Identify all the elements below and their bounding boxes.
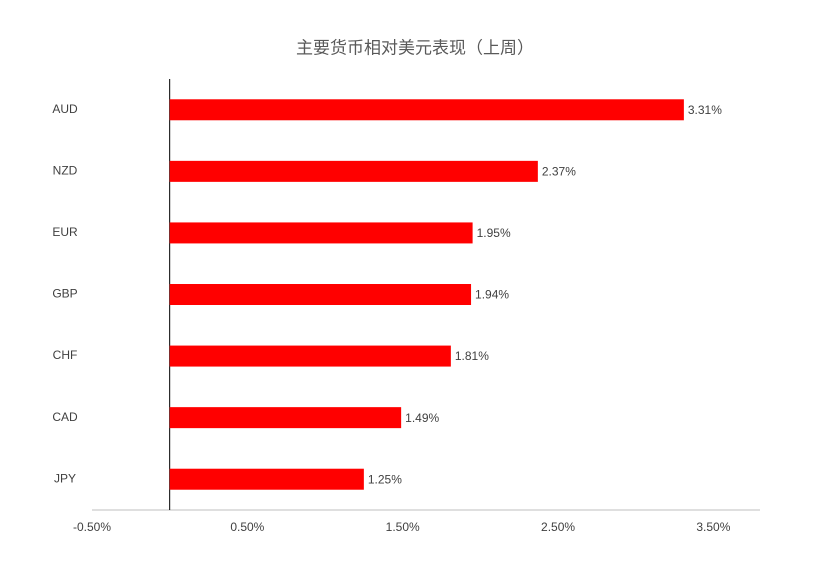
y-tick-label: JPY xyxy=(54,471,76,485)
value-label: 1.49% xyxy=(405,411,439,425)
y-tick-label: GBP xyxy=(52,287,77,301)
x-tick-label: 0.50% xyxy=(230,520,264,534)
x-tick-label: 1.50% xyxy=(386,520,420,534)
bar xyxy=(169,222,473,244)
y-tick-label: NZD xyxy=(53,164,78,178)
x-tick-label: -0.50% xyxy=(73,520,111,534)
y-tick-label: CAD xyxy=(52,410,78,424)
bar xyxy=(169,99,684,121)
value-label: 1.95% xyxy=(477,226,511,240)
value-label: 1.25% xyxy=(368,472,402,486)
y-tick-label: AUD xyxy=(52,102,78,116)
chart-title: 主要货币相对美元表现（上周） xyxy=(296,38,534,57)
value-label: 2.37% xyxy=(542,165,576,179)
y-tick-label: EUR xyxy=(52,225,78,239)
bar xyxy=(169,284,472,305)
bar xyxy=(169,160,538,182)
bar xyxy=(169,468,364,490)
value-label: 1.94% xyxy=(475,288,509,302)
x-tick-label: 2.50% xyxy=(541,520,575,534)
bar xyxy=(169,407,402,429)
y-tick-label: CHF xyxy=(53,348,78,362)
x-tick-label: 3.50% xyxy=(696,520,730,534)
bar xyxy=(169,345,451,367)
value-label: 3.31% xyxy=(688,103,722,117)
value-label: 1.81% xyxy=(455,349,489,363)
